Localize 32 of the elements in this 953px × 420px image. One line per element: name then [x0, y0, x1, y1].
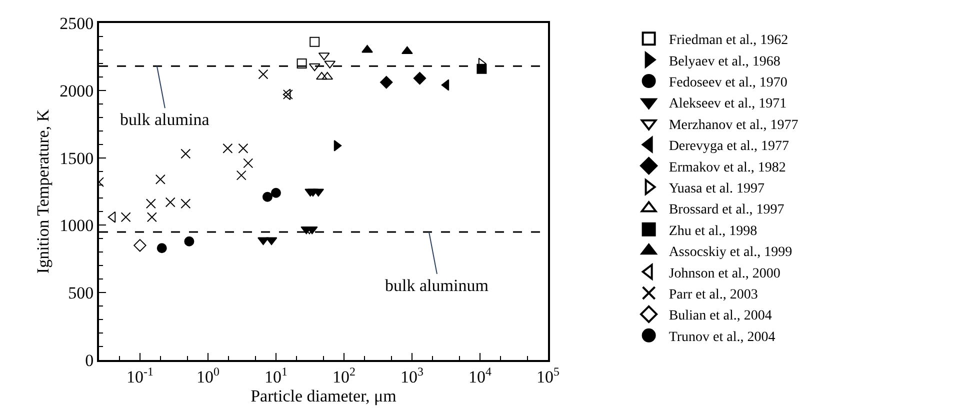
legend-label: Zhu et al., 1998 — [668, 224, 758, 239]
legend-label: Johnson et al., 2000 — [668, 266, 780, 282]
x-tick-label: 10$^{-1}$ — [126, 364, 154, 386]
x-tick-label: 10$^{5}$ — [536, 364, 560, 386]
x-tick-label: 10$^{1}$ — [264, 364, 288, 386]
x-tick-label: 10$^{2}$ — [332, 364, 356, 386]
y-axis-title: Ignition Temperature, K — [34, 108, 53, 274]
x-tick-label: 10$^{4}$ — [468, 364, 492, 386]
legend-label: Alekseev et al., 1971 — [668, 96, 787, 112]
y-tick-label: 2000 — [60, 81, 94, 100]
y-tick-label: 1500 — [60, 148, 94, 168]
legend-label: Yuasa et al. 1997 — [668, 181, 764, 196]
legend-label: Assocskiy et al., 1999 — [668, 245, 792, 260]
legend-label: Bulian et al., 2004 — [668, 308, 772, 324]
ref-line-label: bulk alumina — [120, 110, 210, 129]
x-tick-label: 10$^{0}$ — [196, 364, 220, 386]
legend-label: Trunov et al., 2004 — [668, 330, 776, 345]
legend-label: Friedman et al., 1962 — [668, 33, 788, 48]
y-tick-label: 500 — [68, 284, 94, 303]
legend-label: Brossard et al., 1997 — [668, 202, 784, 218]
legend-label: Merzhanov et al., 1977 — [668, 118, 798, 133]
legend-label: Belyaev et al., 1968 — [668, 54, 780, 70]
legend-label: Parr et al., 2003 — [668, 287, 758, 302]
legend-label: Ermakov et al., 1982 — [668, 160, 786, 176]
legend-label: Fedoseev et al., 1970 — [668, 75, 788, 90]
y-tick-label: 1000 — [60, 216, 94, 236]
ref-line-label: bulk aluminum — [385, 276, 488, 295]
y-tick-label: 0 — [85, 350, 94, 370]
x-tick-label: 10$^{3}$ — [400, 364, 424, 386]
legend-label: Derevyga et al., 1977 — [668, 139, 789, 154]
x-axis-title: Particle diameter, μm — [250, 386, 396, 406]
y-tick-label: 2500 — [60, 14, 94, 33]
